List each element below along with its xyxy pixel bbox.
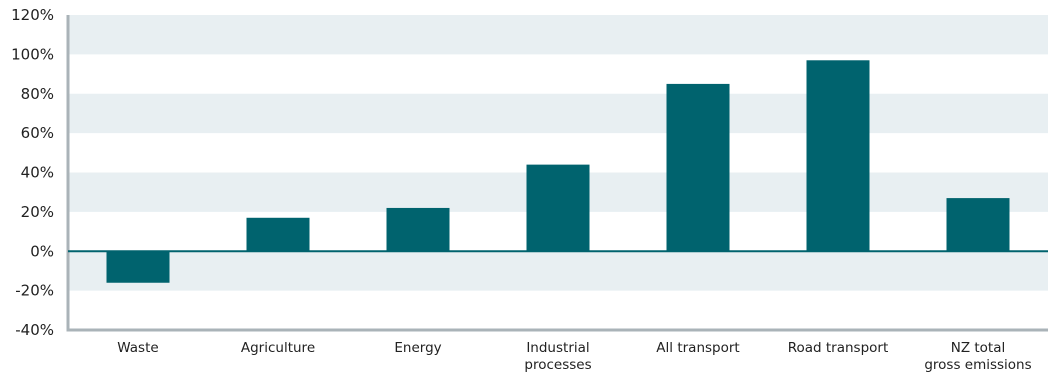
- x-axis-ticks: Waste Agriculture Energy Industrial processe…: [117, 340, 1031, 373]
- axes: [66, 15, 1048, 332]
- x-tick-label: Waste: [117, 340, 158, 356]
- bar: [666, 83, 730, 252]
- x-tick-label: Road transport: [788, 340, 889, 356]
- y-tick-label: 0%: [30, 242, 54, 260]
- bar: [386, 207, 450, 252]
- x-tick-label: All transport: [656, 340, 739, 356]
- y-tick-label: -40%: [15, 321, 54, 339]
- bar: [526, 164, 590, 252]
- bar: [246, 217, 310, 252]
- grid-band: [68, 251, 1048, 291]
- y-tick-label: 40%: [21, 164, 54, 182]
- y-axis-ticks: -40% -20% 0% 20% 40% 60% 80% 100% 120%: [11, 6, 54, 339]
- grid-band: [68, 15, 1048, 55]
- y-tick-label: 80%: [21, 85, 54, 103]
- x-tick-label: Energy: [394, 340, 441, 356]
- grid-band: [68, 93, 1048, 134]
- y-tick-label: 100%: [11, 45, 54, 63]
- y-tick-label: 60%: [21, 124, 54, 142]
- x-tick-label: Agriculture: [241, 340, 315, 356]
- bar: [946, 198, 1010, 252]
- bar: [806, 60, 870, 252]
- bar: [106, 251, 170, 283]
- y-tick-label: -20%: [15, 282, 54, 300]
- x-tick-label: NZ total gross emissions: [924, 340, 1031, 373]
- y-tick-label: 20%: [21, 203, 54, 221]
- bars: [106, 60, 1010, 283]
- y-tick-label: 120%: [11, 6, 54, 24]
- x-tick-label: Industrial processes: [524, 340, 591, 373]
